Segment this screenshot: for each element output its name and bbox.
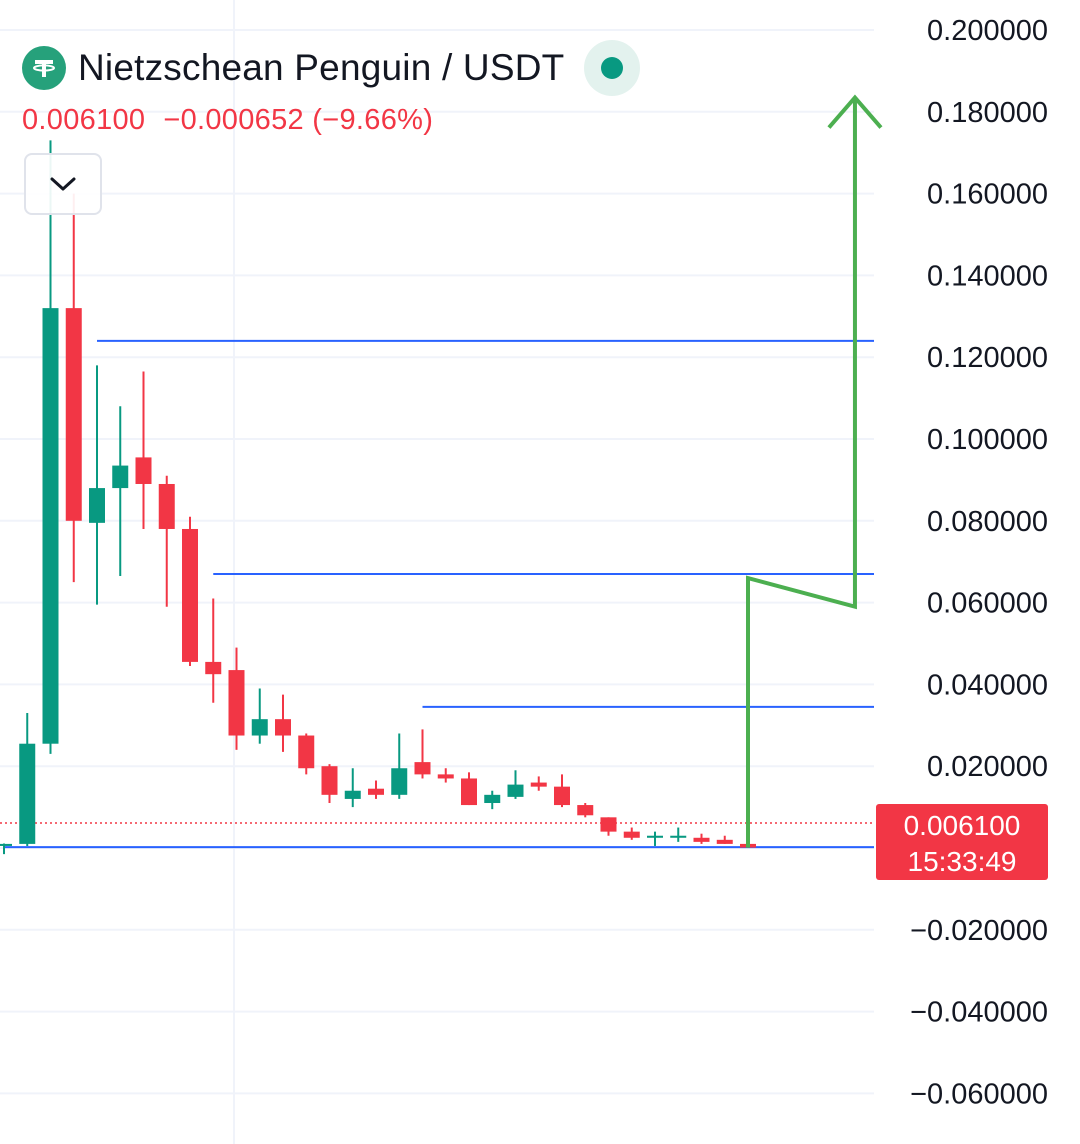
pair-title[interactable]: Nietzschean Penguin / USDT — [78, 47, 565, 88]
y-tick-label: 0.140000 — [927, 260, 1048, 292]
tether-icon — [22, 46, 66, 90]
candle-body — [275, 719, 291, 736]
candle-body — [693, 837, 710, 842]
candle-body — [205, 661, 222, 675]
candle-body — [158, 483, 175, 529]
last-price: 0.006100 — [22, 104, 146, 136]
candle-body — [484, 794, 501, 804]
candle-body — [228, 670, 245, 736]
price-change-row: 0.006100 −0.000652 (−9.66%) — [22, 104, 433, 137]
collapse-legend-button[interactable] — [24, 153, 102, 215]
market-status-badge — [584, 40, 641, 96]
candle-body — [19, 743, 36, 844]
y-tick-label: 0.160000 — [927, 179, 1048, 211]
y-tick-label: 0.120000 — [927, 342, 1048, 374]
candle-body — [530, 782, 547, 787]
candle-body — [554, 786, 570, 806]
projection-arrow-head — [827, 94, 883, 129]
y-tick-label: 0.020000 — [927, 751, 1048, 783]
candle-body — [251, 719, 268, 736]
candle-body — [414, 762, 431, 775]
current-price-tag: 0.006100 15:33:49 — [876, 804, 1048, 880]
current-price-value: 0.006100 — [903, 810, 1021, 841]
y-tick-label: −0.020000 — [910, 915, 1048, 947]
candle-body — [670, 835, 687, 838]
candle-body — [391, 768, 408, 795]
projection-arrow — [746, 99, 857, 848]
y-tick-label: 0.060000 — [927, 588, 1048, 620]
candle-body — [135, 457, 152, 484]
bar-countdown: 15:33:49 — [907, 846, 1017, 877]
candle-body — [600, 817, 617, 832]
candle-body — [0, 843, 12, 846]
y-tick-label: 0.180000 — [927, 97, 1048, 129]
chart-header: Nietzschean Penguin / USDT — [22, 40, 641, 96]
candle-body — [89, 488, 105, 523]
y-tick-label: 0.080000 — [927, 506, 1048, 538]
candle-body — [647, 835, 663, 838]
candle-body — [42, 308, 59, 744]
candle-body — [368, 788, 384, 795]
candle-body — [344, 790, 361, 799]
y-tick-label: 0.100000 — [927, 424, 1048, 456]
candle-body — [298, 735, 315, 769]
candle-body — [716, 839, 733, 844]
y-tick-label: 0.040000 — [927, 669, 1048, 701]
candle-body — [65, 308, 82, 521]
candle-body — [112, 465, 129, 489]
price-change: −0.000652 (−9.66%) — [163, 104, 434, 136]
y-tick-label: 0.200000 — [927, 15, 1048, 47]
chevron-down-icon — [50, 177, 76, 191]
candle-body — [437, 774, 454, 779]
y-tick-label: −0.060000 — [910, 1078, 1048, 1110]
market-open-dot-icon — [601, 57, 624, 79]
y-tick-label: −0.040000 — [910, 997, 1048, 1029]
candle-body — [623, 831, 640, 838]
candle-body — [182, 528, 198, 662]
candle-body — [321, 766, 338, 795]
candle-body — [461, 778, 477, 806]
candle-body — [577, 805, 594, 816]
candle-body — [507, 784, 524, 797]
